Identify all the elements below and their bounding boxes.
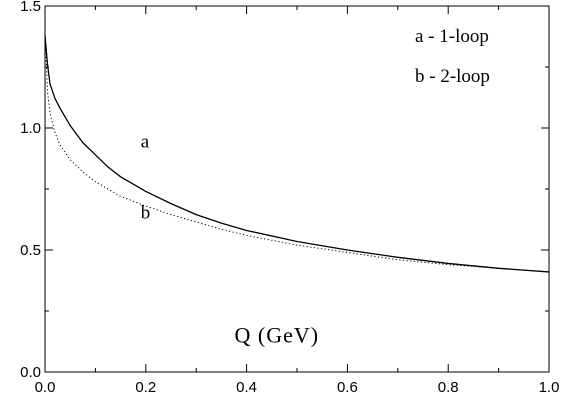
- legend-item-a: a - 1-loop: [415, 26, 489, 47]
- curve-label-a: a: [141, 132, 150, 153]
- x-tick-label: 0.0: [35, 379, 56, 396]
- plot-frame: [44, 5, 550, 373]
- x-axis-title: Q (GeV): [235, 323, 320, 348]
- y-tick-label: 0.5: [20, 242, 41, 259]
- annotations: a b Q (GeV): [141, 132, 320, 348]
- x-tick-label: 1.0: [539, 379, 560, 396]
- y-tick-label: 1.0: [20, 120, 41, 137]
- x-tick-label: 0.6: [337, 379, 358, 396]
- axis-tick-labels: 0.0 0.5 1.0 1.5 0.0 0.2 0.4 0.6 0.8 1.0: [20, 0, 559, 396]
- curve-label-b: b: [141, 202, 151, 223]
- x-tick-label: 0.2: [135, 379, 156, 396]
- series-lines: [44, 35, 550, 273]
- legend-item-b: b - 2-loop: [415, 66, 490, 87]
- legend: a - 1-loop b - 2-loop: [415, 26, 490, 87]
- x-tick-label: 0.8: [438, 379, 459, 396]
- y-tick-label: 1.5: [20, 0, 41, 15]
- x-tick-label: 0.4: [236, 379, 257, 396]
- series-line-a: [44, 35, 550, 273]
- y-tick-label: 0.0: [20, 364, 41, 381]
- axis-ticks: [44, 5, 550, 373]
